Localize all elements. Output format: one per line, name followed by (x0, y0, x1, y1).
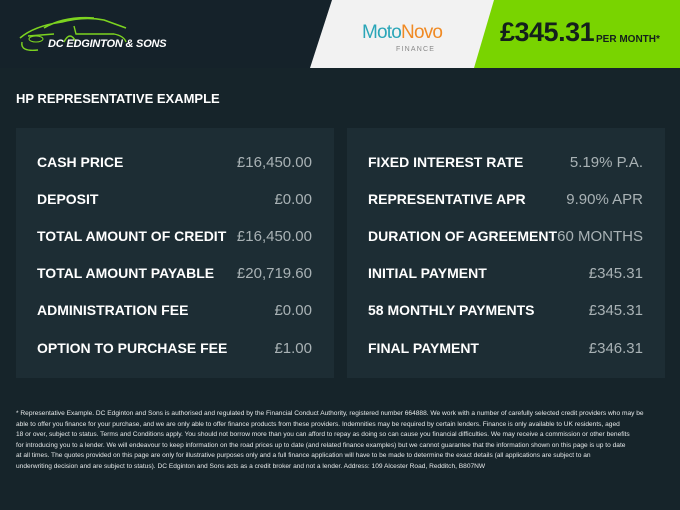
row-label: 58 MONTHLY PAYMENTS (368, 302, 535, 318)
disclaimer-line: underwriting decision and are subject to… (16, 462, 486, 470)
lender-logo: MotoNovo FINANCE (310, 0, 500, 68)
lender-name-2: Novo (401, 22, 443, 43)
row-label: TOTAL AMOUNT PAYABLE (37, 265, 215, 281)
row-value: 60 MONTHS (557, 227, 643, 245)
lender-name-1: Moto (362, 22, 402, 43)
row-value: £20,719.60 (236, 264, 312, 282)
disclaimer: * Representative Example. DC Edginton an… (16, 409, 656, 472)
monthly-price-box: £345.31 PER MONTH* (474, 0, 680, 68)
section-title: HP REPRESENTATIVE EXAMPLE (16, 91, 220, 106)
row-label: FINAL PAYMENT (368, 340, 479, 356)
row-label: INITIAL PAYMENT (368, 265, 487, 281)
lender-sub: FINANCE (396, 46, 436, 53)
row-label: OPTION TO PURCHASE FEE (37, 340, 228, 356)
row-value: £345.31 (588, 264, 643, 282)
row-value: £0.00 (274, 190, 312, 208)
row-label: DURATION OF AGREEMENT (368, 228, 557, 244)
finance-row: DURATION OF AGREEMENT 60 MONTHS (368, 226, 643, 246)
finance-row: ADMINISTRATION FEE £0.00 (37, 300, 312, 320)
finance-row: DEPOSIT £0.00 (37, 189, 312, 209)
disclaimer-line: at all times. The quotes provided on thi… (16, 452, 591, 459)
per-month-label: PER MONTH* (596, 34, 660, 45)
row-label: ADMINISTRATION FEE (37, 302, 189, 318)
row-label: CASH PRICE (37, 154, 124, 170)
finance-row: OPTION TO PURCHASE FEE £1.00 (37, 338, 312, 358)
monthly-price: £345.31 (500, 17, 595, 47)
row-label: REPRESENTATIVE APR (368, 191, 526, 207)
row-value: £1.00 (274, 339, 312, 357)
row-value: £346.31 (588, 339, 643, 357)
row-value: £345.31 (588, 301, 643, 319)
row-value: 9.90% APR (566, 190, 643, 208)
finance-row: INITIAL PAYMENT £345.31 (368, 263, 643, 283)
finance-panel-left: CASH PRICE £16,450.00 DEPOSIT £0.00 TOTAL … (16, 128, 334, 378)
row-label: DEPOSIT (37, 191, 99, 207)
row-value: 5.19% P.A. (569, 153, 643, 171)
disclaimer-line: for introducing you to a lender. We will… (16, 441, 626, 449)
finance-panel-right: FIXED INTEREST RATE 5.19% P.A. REPRESENTA… (347, 128, 665, 378)
car-logo-icon (19, 16, 127, 52)
finance-row: CASH PRICE £16,450.00 (37, 152, 312, 172)
finance-row: TOTAL AMOUNT OF CREDIT £16,450.00 (37, 226, 312, 246)
disclaimer-line: 18 or over, subject to status. Terms and… (16, 431, 630, 438)
finance-row: FIXED INTEREST RATE 5.19% P.A. (368, 152, 643, 172)
row-label: FIXED INTEREST RATE (368, 154, 524, 170)
row-value: £16,450.00 (236, 153, 312, 171)
header: DC EDGINTON & SONS MotoNovo FINANCE £345… (0, 0, 680, 68)
row-value: £16,450.00 (236, 227, 312, 245)
logo-text: DC EDGINTON & SONS (48, 38, 167, 50)
finance-row: REPRESENTATIVE APR 9.90% APR (368, 189, 643, 209)
row-label: TOTAL AMOUNT OF CREDIT (37, 228, 227, 244)
finance-row: TOTAL AMOUNT PAYABLE £20,719.60 (37, 263, 312, 283)
finance-row: FINAL PAYMENT £346.31 (368, 338, 643, 358)
disclaimer-line: able to offer you finance for your purch… (16, 420, 620, 428)
row-value: £0.00 (274, 301, 312, 319)
finance-row: 58 MONTHLY PAYMENTS £345.31 (368, 300, 643, 320)
disclaimer-line: * Representative Example. DC Edginton an… (16, 410, 644, 417)
